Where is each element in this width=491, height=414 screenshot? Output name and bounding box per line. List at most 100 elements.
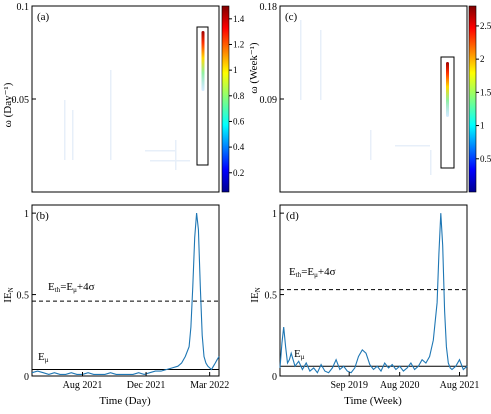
mean-label-d-main: E bbox=[294, 348, 301, 360]
mean-label-b-main: E bbox=[38, 351, 45, 363]
plot-area-d bbox=[279, 204, 468, 377]
panel-label-d: (d) bbox=[286, 210, 299, 222]
faint-mark-a-3 bbox=[110, 70, 112, 160]
x-ticks-b: Aug 2021 Dec 2021 Mar 2022 bbox=[63, 372, 229, 391]
faint-field-a bbox=[64, 70, 190, 170]
faint-mark-c-3 bbox=[370, 130, 372, 160]
faint-mark-a-4 bbox=[145, 150, 175, 152]
plot-content-d bbox=[279, 213, 468, 374]
threshold-label-d-sub2: μ bbox=[314, 271, 318, 279]
mean-label-b: Eμ bbox=[38, 351, 49, 364]
threshold-label-b-rest: +4σ bbox=[77, 281, 95, 293]
y-tick-label-d-1: 0.5 bbox=[265, 291, 278, 302]
x-tick-label-d-0: Sep 2019 bbox=[330, 380, 368, 391]
colorbar-tick-label-a-6: 1.4 bbox=[233, 14, 245, 24]
faint-mark-a-2 bbox=[72, 110, 74, 160]
colorbar-tick-label-a-0: 0.2 bbox=[233, 168, 244, 178]
highlight-box-a bbox=[196, 26, 209, 166]
y-ticks-a: 0.05 0.1 bbox=[12, 2, 36, 106]
panel-label-b: (b) bbox=[36, 210, 49, 222]
y-tick-label-b-2: 1 bbox=[24, 209, 29, 220]
threshold-label-d-sub: th bbox=[296, 271, 302, 279]
plot-area-c bbox=[279, 5, 468, 193]
threshold-label-b-eq: =E bbox=[60, 281, 73, 293]
colorbar-tick-label-c-3: 2 bbox=[480, 54, 485, 64]
panel-b: 00.51 Aug 2021 Dec 2021 Mar 2022 (b) IEN T… bbox=[2, 204, 229, 407]
y-tick-label-c-0: 0.09 bbox=[260, 95, 278, 106]
colorbar-scale-a bbox=[221, 5, 230, 193]
faint-mark-a-1 bbox=[64, 100, 66, 160]
y-ticks-d: 00.51 bbox=[265, 209, 284, 383]
colorbar-tick-label-a-5: 1.2 bbox=[233, 39, 244, 49]
y-axis-label-c: ω (Week⁻¹) bbox=[248, 42, 260, 94]
highlight-box-c bbox=[440, 56, 455, 169]
colorbar-ticks-a: 0.2 0.4 0.6 0.8 1 1.2 1.4 bbox=[229, 14, 245, 178]
y-axis-label-b-sub: N bbox=[7, 287, 15, 292]
threshold-label-d-main: E bbox=[289, 266, 296, 278]
faint-mark-c-5 bbox=[430, 150, 432, 175]
x-axis-label-b: Time (Day) bbox=[99, 395, 151, 407]
x-tick-label-d-1: Aug 2020 bbox=[380, 380, 420, 391]
colorbar-tick-label-c-2: 1.5 bbox=[480, 87, 491, 97]
plot-content-b bbox=[31, 213, 220, 375]
y-tick-label-c-1: 0.18 bbox=[260, 2, 278, 13]
colorbar-tick-label-a-2: 0.6 bbox=[233, 116, 245, 126]
panel-label-c: (c) bbox=[285, 11, 298, 23]
plot-area-a bbox=[31, 5, 220, 193]
colorbar-tick-label-a-4: 1 bbox=[233, 65, 238, 75]
colorbar-tick-label-c-0: 0.5 bbox=[480, 154, 491, 164]
colorbar-a: 0.2 0.4 0.6 0.8 1 1.2 1.4 bbox=[221, 5, 245, 193]
threshold-label-b-sub2: μ bbox=[73, 286, 77, 294]
y-ticks-c: 0.09 0.18 bbox=[260, 2, 284, 106]
threshold-label-b-sub: th bbox=[55, 286, 61, 294]
hotspot-a bbox=[201, 31, 205, 91]
faint-mark-a-5 bbox=[150, 160, 190, 162]
colorbar-tick-label-a-3: 0.8 bbox=[233, 91, 245, 101]
x-ticks-d: Sep 2019 Aug 2020 Aug 2021 bbox=[330, 372, 479, 391]
x-tick-label-d-2: Aug 2021 bbox=[440, 380, 480, 391]
panel-label-a: (a) bbox=[37, 11, 50, 23]
plot-area-b bbox=[31, 204, 220, 377]
threshold-label-b-main: E bbox=[48, 281, 55, 293]
y-axis-label-d: IEN bbox=[249, 287, 262, 302]
faint-mark-c-4 bbox=[395, 145, 430, 147]
faint-mark-c-2 bbox=[320, 30, 322, 100]
threshold-label-d: Eth=Eμ+4σ bbox=[289, 266, 336, 279]
threshold-label-d-rest: +4σ bbox=[318, 266, 336, 278]
series-line-b-0 bbox=[31, 213, 220, 375]
faint-field-c bbox=[300, 20, 432, 175]
colorbar-tick-label-c-4: 2.5 bbox=[480, 21, 491, 31]
y-axis-label-a: ω (Day⁻¹) bbox=[2, 82, 14, 127]
panel-c: 0.09 0.18 (c) ω (Week⁻¹) 0.5 1 1.5 2 2.5 bbox=[248, 2, 491, 193]
colorbar-c: 0.5 1 1.5 2 2.5 bbox=[468, 5, 491, 193]
threshold-label-d-eq: =E bbox=[301, 266, 314, 278]
y-tick-label-d-0: 0 bbox=[272, 372, 277, 383]
hotspot-c bbox=[446, 62, 449, 117]
colorbar-ticks-c: 0.5 1 1.5 2 2.5 bbox=[476, 21, 491, 164]
faint-mark-a-6 bbox=[175, 140, 177, 170]
colorbar-tick-label-c-1: 1 bbox=[480, 121, 485, 131]
colorbar-scale-c bbox=[468, 5, 477, 193]
y-axis-label-d-sub: N bbox=[254, 287, 262, 292]
series-line-d-0 bbox=[279, 213, 468, 374]
colorbar-tick-label-a-1: 0.4 bbox=[233, 142, 245, 152]
y-tick-label-b-0: 0 bbox=[24, 372, 29, 383]
threshold-label-b: Eth=Eμ+4σ bbox=[48, 281, 95, 294]
x-tick-label-b-1: Dec 2021 bbox=[127, 380, 166, 391]
y-ticks-b: 00.51 bbox=[17, 209, 36, 383]
y-tick-label-b-1: 0.5 bbox=[17, 291, 30, 302]
panel-d: 00.51 Sep 2019 Aug 2020 Aug 2021 (d) IEN T… bbox=[249, 204, 479, 407]
y-tick-label-d-2: 1 bbox=[272, 209, 277, 220]
y-tick-label-a-1: 0.1 bbox=[17, 2, 30, 13]
panel-a: 0.05 0.1 (a) ω (Day⁻¹) 0.2 0.4 0.6 0.8 1 1.2 1.… bbox=[2, 2, 245, 193]
y-tick-label-a-0: 0.05 bbox=[12, 95, 30, 106]
x-tick-label-b-2: Mar 2022 bbox=[190, 380, 229, 391]
x-axis-label-d: Time (Week) bbox=[344, 395, 402, 407]
mean-label-d: Eμ bbox=[294, 348, 305, 361]
faint-mark-c-1 bbox=[300, 20, 302, 100]
mean-label-d-sub: μ bbox=[301, 353, 305, 361]
y-axis-label-b: IEN bbox=[2, 287, 15, 302]
x-tick-label-b-0: Aug 2021 bbox=[63, 380, 103, 391]
mean-label-b-sub: μ bbox=[45, 356, 49, 364]
